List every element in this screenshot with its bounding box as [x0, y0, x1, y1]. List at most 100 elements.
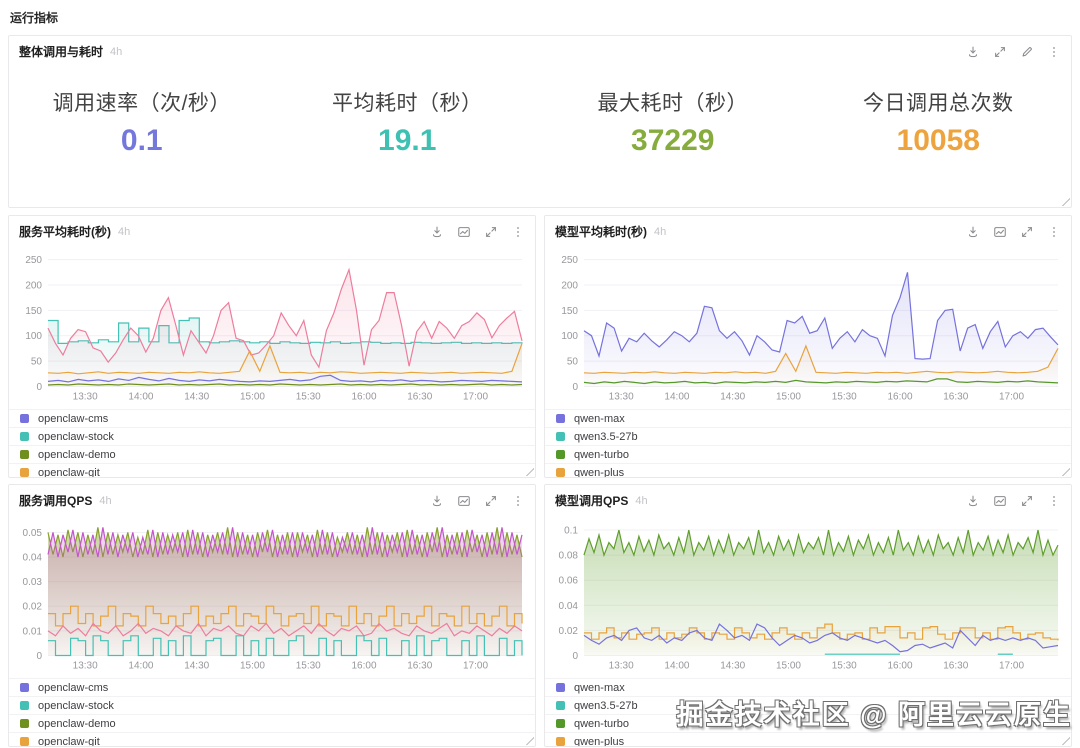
- svg-text:200: 200: [561, 280, 578, 291]
- legend-item[interactable]: qwen-max: [545, 410, 1071, 428]
- resize-handle[interactable]: [525, 467, 534, 476]
- panel-service-latency: 服务平均耗时(秒) 4h 0 50 100 150 200 250 13:30 14:00 14…: [8, 215, 536, 478]
- svg-text:14:00: 14:00: [128, 661, 153, 672]
- legend-label: openclaw-cms: [38, 412, 109, 425]
- legend-swatch: [556, 719, 565, 728]
- trend-icon[interactable]: [457, 225, 471, 239]
- svg-text:14:00: 14:00: [664, 392, 689, 403]
- legend-swatch: [556, 432, 565, 441]
- svg-text:17:00: 17:00: [463, 661, 488, 672]
- legend-item[interactable]: qwen-turbo: [545, 715, 1071, 733]
- expand-icon[interactable]: [484, 494, 498, 508]
- legend-item[interactable]: openclaw-stock: [9, 697, 535, 715]
- legend-item[interactable]: qwen-turbo: [545, 446, 1071, 464]
- legend-item[interactable]: openclaw-demo: [9, 715, 535, 733]
- legend-label: qwen-turbo: [574, 717, 630, 730]
- svg-text:16:00: 16:00: [887, 392, 912, 403]
- stat: 调用速率（次/秒） 0.1: [9, 87, 275, 158]
- svg-text:0.02: 0.02: [559, 626, 579, 637]
- edit-icon[interactable]: [1020, 45, 1034, 59]
- drilldown-icon[interactable]: [430, 225, 444, 239]
- svg-text:250: 250: [561, 255, 578, 266]
- panel-title: 整体调用与耗时: [19, 45, 104, 59]
- legend-item[interactable]: openclaw-stock: [9, 428, 535, 446]
- legend-label: openclaw-git: [38, 735, 100, 747]
- stat-value: 0.1: [120, 124, 163, 157]
- legend-item[interactable]: qwen3.5-27b: [545, 697, 1071, 715]
- svg-text:150: 150: [25, 306, 42, 317]
- panel-toolbar: [966, 225, 1061, 239]
- expand-icon[interactable]: [1020, 225, 1034, 239]
- legend-item[interactable]: openclaw-git: [9, 733, 535, 747]
- menu-icon[interactable]: [1047, 45, 1061, 59]
- time-range-badge: 4h: [635, 494, 648, 507]
- menu-icon[interactable]: [511, 225, 525, 239]
- chart-legend: qwen-max qwen3.5-27b qwen-turbo: [545, 409, 1071, 477]
- stat: 今日调用总次数 10058: [806, 87, 1072, 158]
- legend-item[interactable]: qwen3.5-27b: [545, 428, 1071, 446]
- svg-text:0: 0: [572, 382, 578, 393]
- svg-text:16:00: 16:00: [351, 661, 376, 672]
- svg-text:15:00: 15:00: [240, 661, 265, 672]
- svg-text:0.01: 0.01: [23, 626, 43, 637]
- legend-label: qwen-max: [574, 681, 625, 694]
- service-latency-chart[interactable]: 0 50 100 150 200 250 13:30 14:00 14:30 15:00 15:30…: [14, 243, 530, 407]
- trend-icon[interactable]: [993, 494, 1007, 508]
- legend-swatch: [556, 683, 565, 692]
- svg-text:14:30: 14:30: [720, 661, 745, 672]
- legend-item[interactable]: openclaw-git: [9, 464, 535, 478]
- menu-icon[interactable]: [1047, 225, 1061, 239]
- trend-icon[interactable]: [457, 494, 471, 508]
- drilldown-icon[interactable]: [430, 494, 444, 508]
- svg-text:15:30: 15:30: [832, 661, 857, 672]
- service-qps-chart[interactable]: 0 0.01 0.02 0.03 0.04 0.05 13:30 14:00 14:30 15:0…: [14, 512, 530, 676]
- time-range-badge: 4h: [99, 494, 112, 507]
- svg-text:200: 200: [25, 280, 42, 291]
- menu-icon[interactable]: [511, 494, 525, 508]
- chart-legend: qwen-max qwen3.5-27b qwen-turbo: [545, 678, 1071, 746]
- legend-item[interactable]: openclaw-cms: [9, 410, 535, 428]
- model-latency-chart[interactable]: 0 50 100 150 200 250 13:30 14:00 14:30 15:00 15:30…: [550, 243, 1066, 407]
- trend-icon[interactable]: [993, 225, 1007, 239]
- svg-text:14:30: 14:30: [184, 661, 209, 672]
- model-qps-chart[interactable]: 0 0.02 0.04 0.06 0.08 0.1 13:30 14:00 14:30 15:00…: [550, 512, 1066, 676]
- svg-text:15:30: 15:30: [296, 392, 321, 403]
- legend-item[interactable]: qwen-plus: [545, 733, 1071, 746]
- resize-handle[interactable]: [1061, 467, 1070, 476]
- expand-icon[interactable]: [993, 45, 1007, 59]
- legend-label: openclaw-demo: [38, 717, 116, 730]
- legend-swatch: [556, 468, 565, 477]
- expand-icon[interactable]: [1020, 494, 1034, 508]
- legend-swatch: [556, 737, 565, 746]
- chart-legend: openclaw-cms openclaw-stock openclaw-dem…: [9, 678, 535, 747]
- panel-title: 模型调用QPS: [555, 494, 629, 508]
- legend-item[interactable]: openclaw-demo: [9, 446, 535, 464]
- resize-handle[interactable]: [1061, 736, 1070, 745]
- panel-header: 模型调用QPS 4h: [545, 485, 1071, 512]
- drilldown-icon[interactable]: [966, 225, 980, 239]
- svg-text:14:30: 14:30: [184, 392, 209, 403]
- legend-item[interactable]: qwen-max: [545, 679, 1071, 697]
- stat: 最大耗时（秒） 37229: [540, 87, 806, 158]
- expand-icon[interactable]: [484, 225, 498, 239]
- resize-handle[interactable]: [525, 736, 534, 745]
- stat-label: 今日调用总次数: [863, 92, 1014, 115]
- legend-swatch: [20, 737, 29, 746]
- svg-text:100: 100: [561, 331, 578, 342]
- legend-item[interactable]: openclaw-cms: [9, 679, 535, 697]
- svg-text:100: 100: [25, 331, 42, 342]
- legend-label: openclaw-git: [38, 466, 100, 478]
- stat-label: 平均耗时（秒）: [332, 92, 483, 115]
- drilldown-icon[interactable]: [966, 494, 980, 508]
- svg-text:17:00: 17:00: [463, 392, 488, 403]
- svg-text:17:00: 17:00: [999, 392, 1024, 403]
- svg-text:13:30: 13:30: [73, 392, 98, 403]
- panel-model-latency: 模型平均耗时(秒) 4h 0 50 100 150 200 250 13:30 14:00 14…: [544, 215, 1072, 478]
- drilldown-icon[interactable]: [966, 45, 980, 59]
- legend-label: openclaw-demo: [38, 448, 116, 461]
- svg-text:150: 150: [561, 306, 578, 317]
- resize-handle[interactable]: [1061, 197, 1070, 206]
- legend-item[interactable]: qwen-plus: [545, 464, 1071, 477]
- menu-icon[interactable]: [1047, 494, 1061, 508]
- stat-value: 10058: [896, 124, 980, 157]
